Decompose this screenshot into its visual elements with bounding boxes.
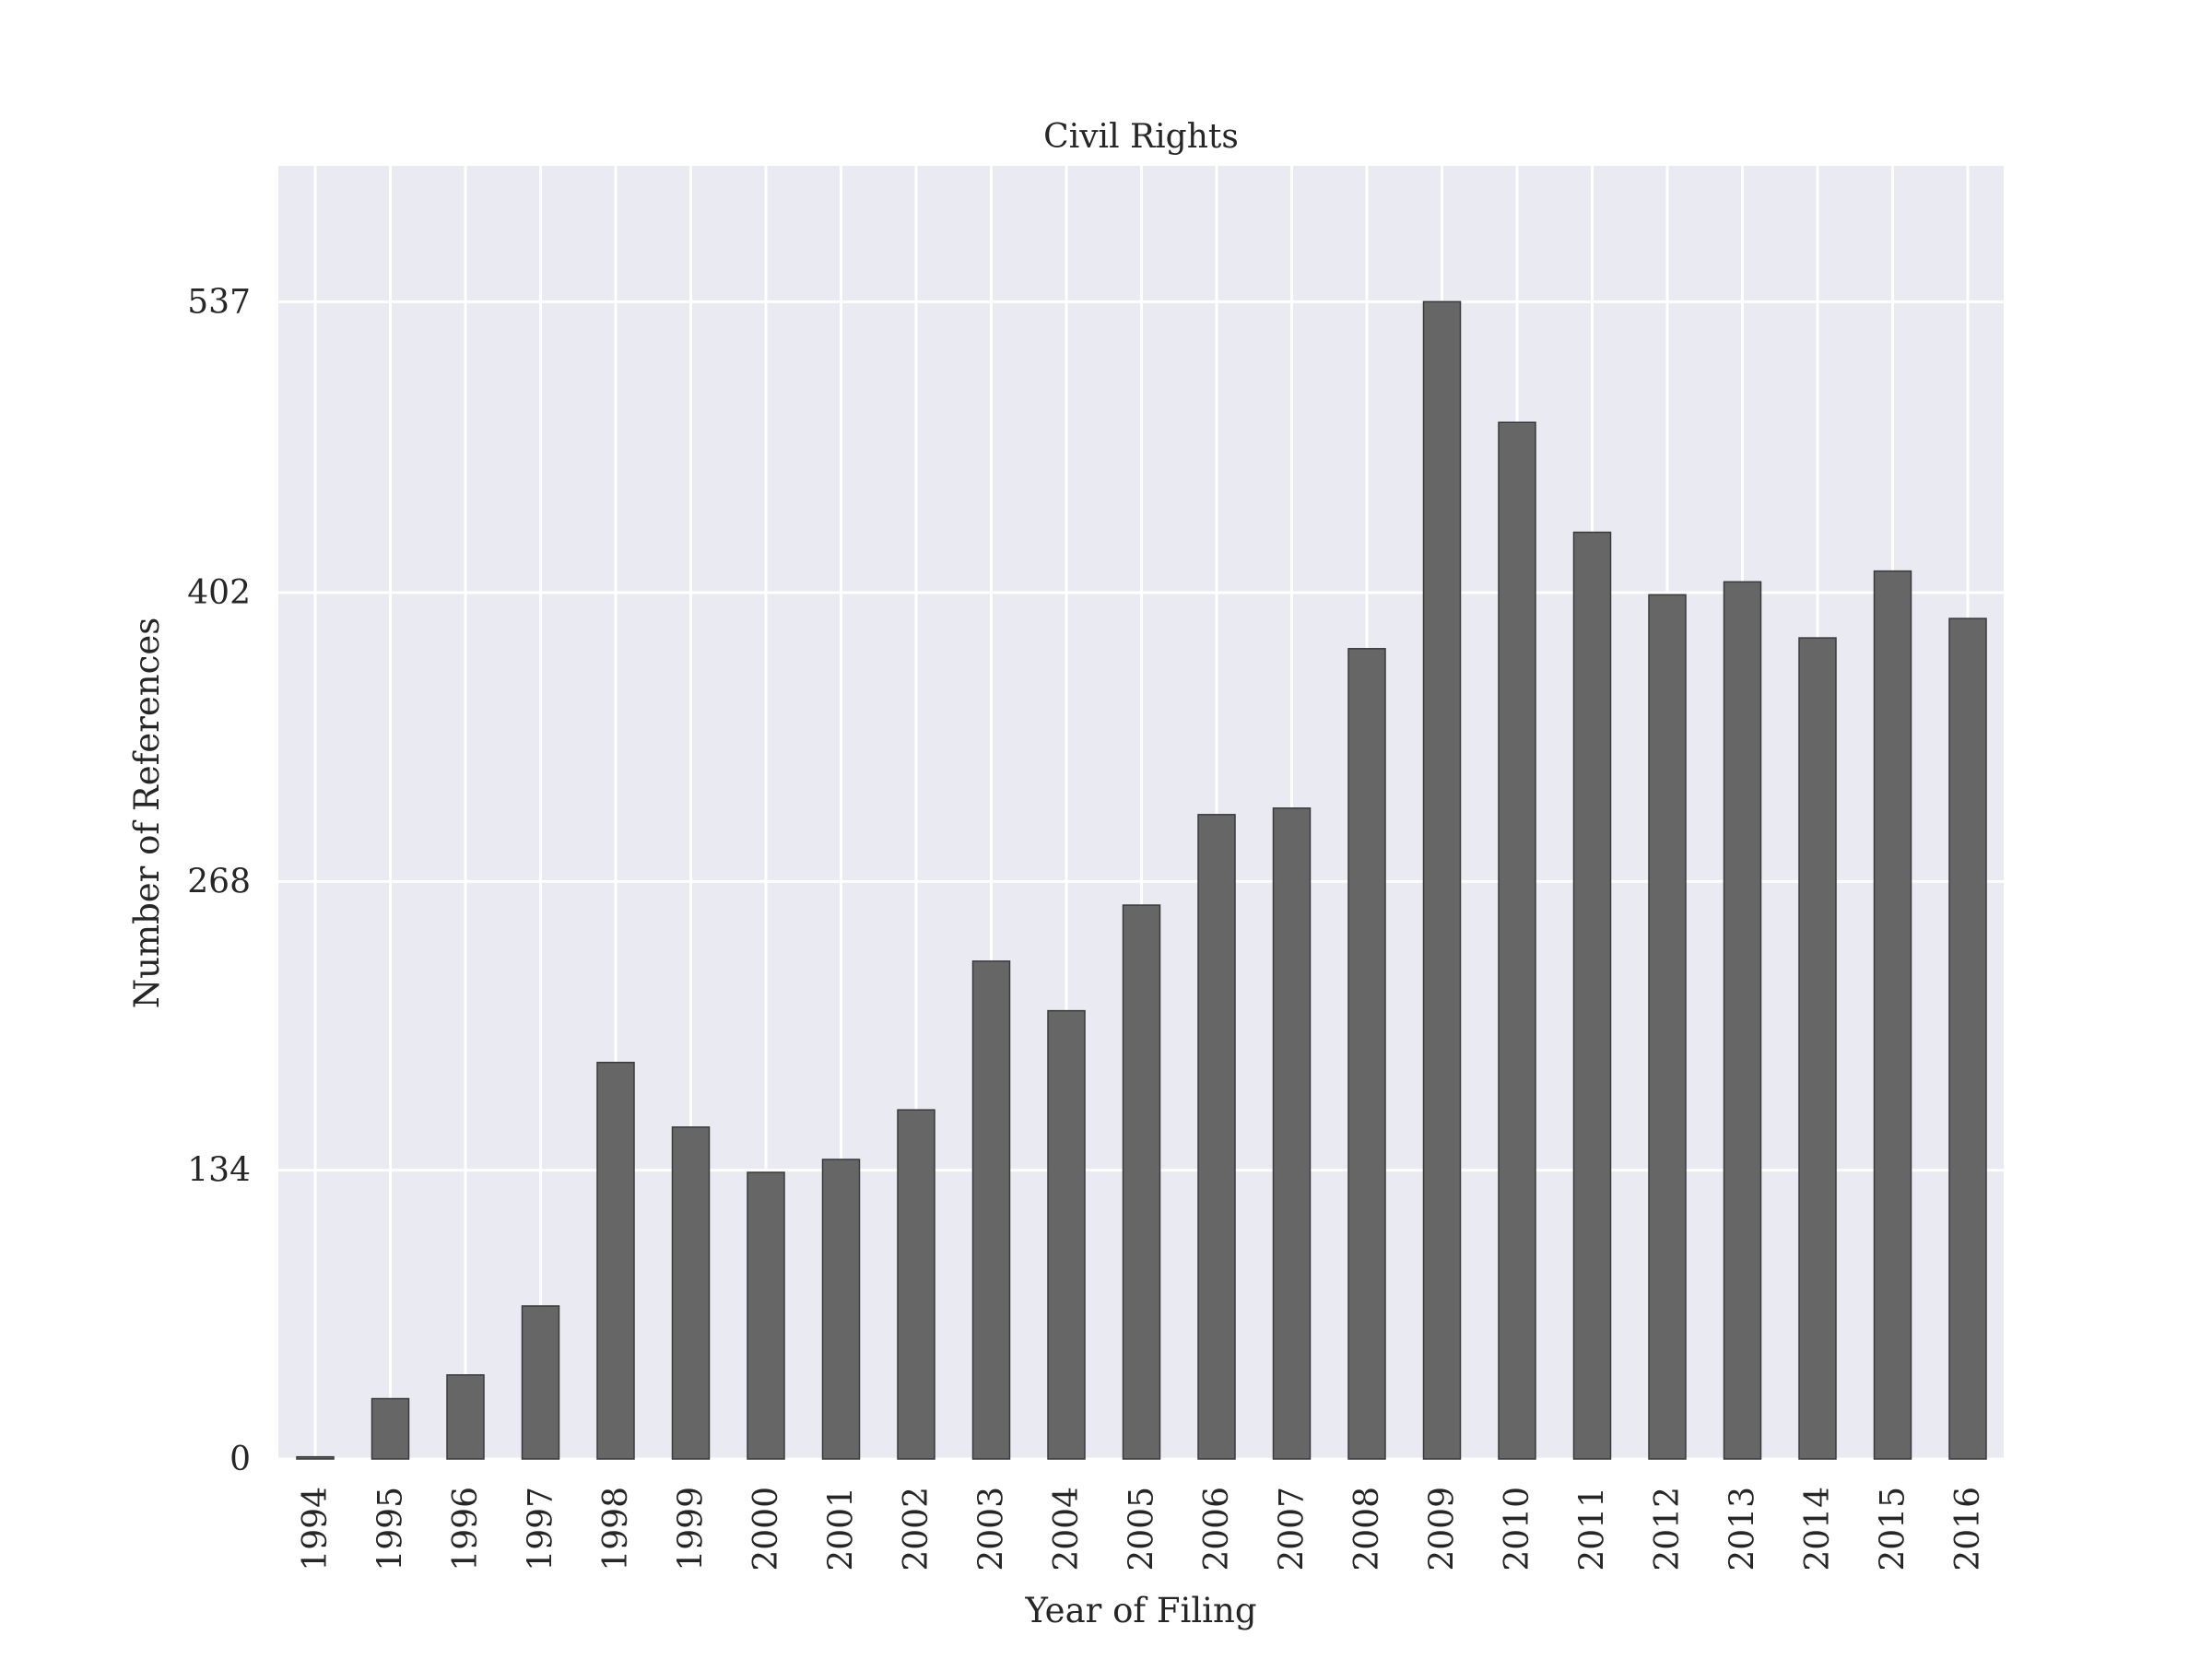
x-tick-label: 2013	[1724, 1487, 1762, 1571]
bar-2003	[971, 960, 1011, 1460]
y-tick-label: 268	[187, 863, 251, 900]
x-tick-label: 2007	[1274, 1487, 1312, 1571]
x-axis-label: Year of Filing	[1024, 1591, 1256, 1630]
x-tick-label: 2010	[1499, 1487, 1536, 1571]
bar-2014	[1798, 637, 1837, 1460]
x-tick-label: 1999	[673, 1487, 711, 1571]
bar-2007	[1272, 807, 1312, 1460]
x-tick-label: 2003	[973, 1487, 1011, 1571]
bar-2001	[821, 1159, 861, 1460]
bar-1997	[521, 1305, 560, 1460]
y-tick-label: 537	[187, 283, 251, 321]
bar-2009	[1422, 300, 1462, 1460]
bar-2015	[1873, 570, 1912, 1460]
x-tick-label: 2006	[1198, 1487, 1236, 1571]
bar-2012	[1648, 594, 1687, 1460]
bar-1994	[296, 1455, 335, 1460]
bar-2016	[1948, 618, 1987, 1460]
bar-1998	[596, 1061, 635, 1460]
y-tick-label: 402	[187, 574, 251, 612]
x-tick-label: 1996	[447, 1487, 485, 1571]
bar-2008	[1347, 648, 1386, 1460]
bar-2005	[1122, 904, 1161, 1460]
y-tick-labels: 0 134 268 402 537	[187, 283, 251, 1478]
x-tick-label: 1998	[597, 1487, 635, 1571]
x-tick-label: 2004	[1048, 1487, 1086, 1571]
bar-2011	[1572, 531, 1612, 1460]
x-tick-label: 2008	[1348, 1487, 1386, 1571]
x-tick-label: 2005	[1124, 1487, 1161, 1571]
bar-1995	[371, 1397, 410, 1460]
bar-1999	[671, 1126, 711, 1460]
x-tick-label: 1994	[297, 1487, 335, 1571]
x-tick-label: 1995	[372, 1487, 410, 1571]
bar-2006	[1197, 814, 1236, 1460]
x-tick-label: 2011	[1574, 1487, 1612, 1571]
bar-2013	[1723, 581, 1762, 1460]
bar-2000	[747, 1171, 785, 1460]
x-tick-label: 2012	[1649, 1487, 1687, 1571]
x-tick-label: 2001	[823, 1487, 861, 1571]
x-tick-label: 2002	[898, 1487, 935, 1571]
bar-2002	[897, 1109, 935, 1460]
y-tick-label: 134	[187, 1152, 251, 1190]
bar-2004	[1047, 1009, 1086, 1460]
x-tick-label: 2014	[1799, 1487, 1837, 1571]
y-tick-label: 0	[229, 1441, 251, 1478]
y-axis-label: Number of References	[127, 618, 167, 1008]
x-tick-label: 2016	[1949, 1487, 1987, 1571]
x-tick-label: 2015	[1875, 1487, 1912, 1571]
chart-title: Civil Rights	[1043, 118, 1239, 156]
bars	[296, 300, 1987, 1460]
x-tick-label: 2000	[747, 1487, 785, 1571]
x-tick-labels: 1994 1995 1996 1997 1998 1999 2000 2001 2002 2003…	[297, 1487, 1987, 1571]
bar-1996	[446, 1374, 485, 1460]
bar-2010	[1498, 421, 1536, 1460]
x-tick-label: 2009	[1424, 1487, 1462, 1571]
x-tick-label: 1997	[523, 1487, 560, 1571]
